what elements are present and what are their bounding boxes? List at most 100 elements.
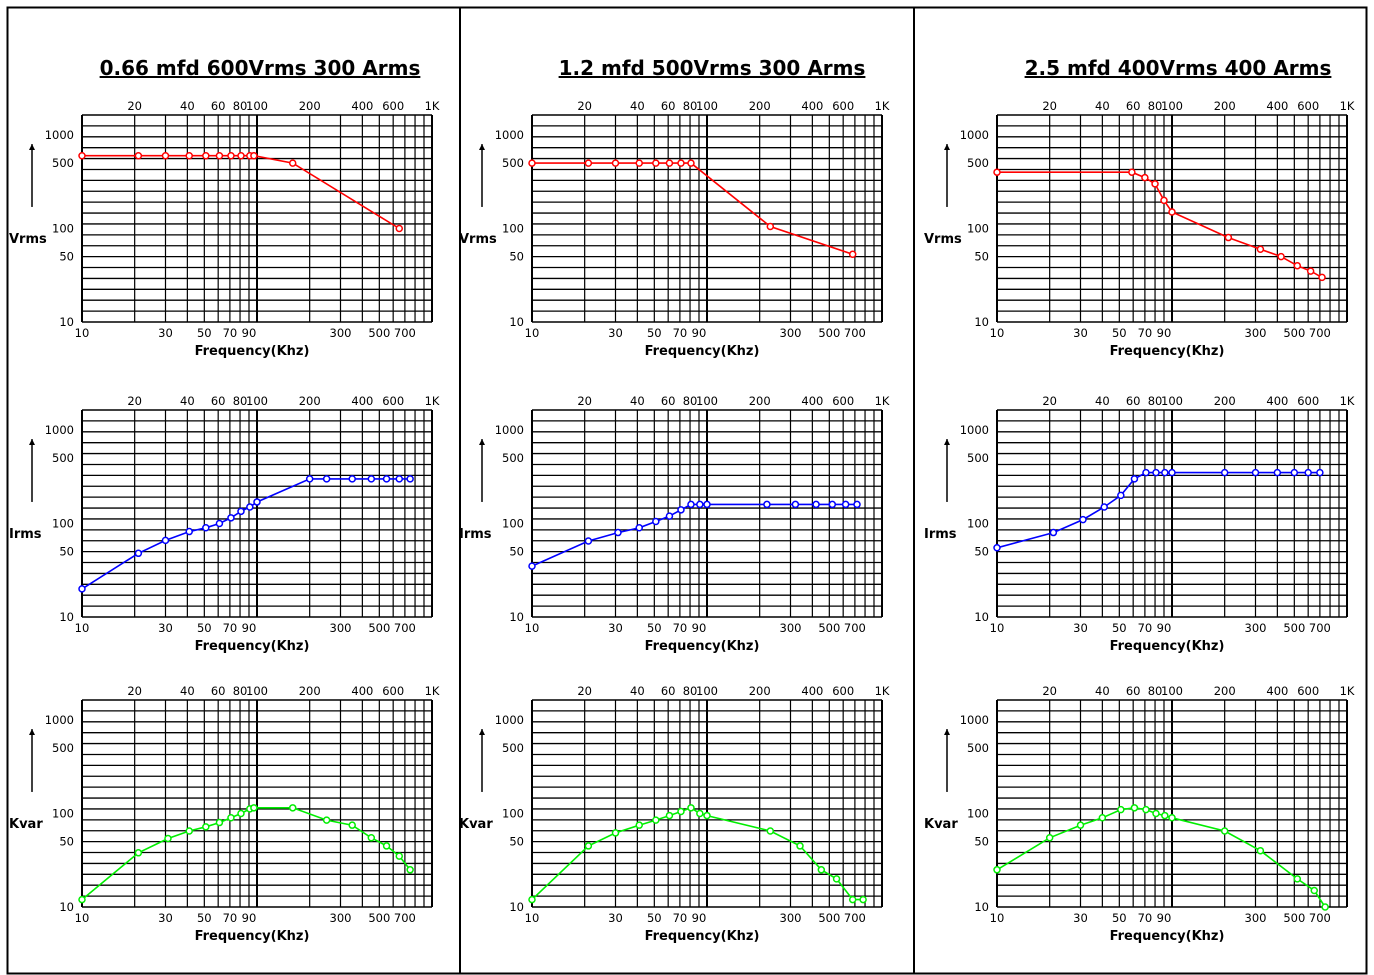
bottom-tick-label: 700 (844, 911, 866, 925)
bottom-tick-label: 50 (1112, 326, 1127, 340)
y-tick-label: 10 (974, 315, 989, 329)
top-tick-label: 600 (832, 394, 854, 408)
data-point (134, 151, 143, 160)
data-point (1079, 515, 1087, 524)
y-tick-label: 500 (502, 451, 524, 465)
data-point (250, 151, 258, 160)
x-axis-label: Frequency(Khz) (195, 929, 310, 944)
x-axis-label: Frequency(Khz) (1110, 639, 1225, 654)
bottom-tick-label: 30 (608, 621, 623, 635)
y-axis-arrowhead (479, 144, 485, 151)
data-point (305, 475, 314, 483)
y-tick-label: 10 (974, 610, 989, 624)
data-point (237, 507, 245, 516)
top-tick-label: 200 (299, 684, 321, 698)
data-point (1293, 261, 1302, 270)
top-tick-label: 1K (1340, 99, 1355, 113)
y-tick-label: 500 (967, 741, 989, 755)
data-point (1316, 468, 1324, 477)
y-tick-label: 50 (59, 250, 74, 264)
top-tick-label: 600 (382, 684, 404, 698)
top-tick-label: 80 (683, 684, 698, 698)
top-tick-label: 20 (1042, 684, 1057, 698)
bottom-tick-label: 30 (158, 326, 173, 340)
data-point (367, 475, 376, 483)
data-point (395, 224, 404, 233)
top-tick-label: 1K (1340, 684, 1355, 698)
bottom-tick-label: 30 (1073, 911, 1088, 925)
top-tick-label: 200 (749, 684, 771, 698)
data-point (382, 842, 391, 850)
y-tick-label: 100 (502, 222, 524, 236)
y-tick-label: 100 (502, 807, 524, 821)
bottom-tick-label: 700 (1309, 911, 1331, 925)
top-tick-label: 60 (211, 394, 226, 408)
data-point (1161, 468, 1169, 477)
y-tick-label: 100 (502, 517, 524, 531)
y-axis-arrowhead (944, 144, 950, 151)
y-axis-arrowhead (944, 439, 950, 446)
data-point (791, 500, 800, 509)
series-line (82, 154, 400, 230)
top-tick-label: 80 (233, 684, 248, 698)
bottom-tick-label: 10 (990, 621, 1005, 635)
data-point (250, 804, 258, 812)
data-point (202, 823, 210, 831)
top-tick-label: 200 (749, 394, 771, 408)
bottom-tick-label: 700 (1309, 621, 1331, 635)
bottom-tick-label: 300 (780, 911, 802, 925)
x-axis-label: Frequency(Khz) (645, 929, 760, 944)
data-point (1128, 168, 1136, 176)
top-tick-label: 100 (246, 684, 268, 698)
data-point (1117, 491, 1125, 500)
top-tick-label: 200 (1214, 684, 1236, 698)
y-tick-label: 50 (974, 835, 989, 849)
bottom-tick-label: 10 (990, 326, 1005, 340)
data-point (164, 834, 172, 843)
series-line (531, 806, 864, 901)
data-point (611, 829, 620, 837)
y-axis-label: Vrms (924, 232, 962, 247)
data-point (853, 500, 861, 509)
bottom-tick-label: 10 (990, 911, 1005, 925)
bottom-tick-label: 300 (330, 326, 352, 340)
bottom-tick-label: 10 (525, 326, 540, 340)
data-point (859, 895, 867, 904)
series-line (996, 806, 1326, 908)
data-point (1152, 809, 1160, 818)
data-point (796, 842, 804, 850)
top-tick-label: 80 (1148, 394, 1163, 408)
data-point (1168, 468, 1176, 477)
data-point (652, 517, 660, 526)
series-line (996, 471, 1320, 549)
bottom-tick-label: 90 (242, 326, 257, 340)
top-tick-label: 20 (127, 99, 142, 113)
top-tick-label: 1K (425, 394, 440, 408)
y-tick-label: 500 (502, 156, 524, 170)
y-tick-label: 50 (59, 545, 74, 559)
top-tick-label: 1K (875, 684, 890, 698)
data-point (227, 514, 235, 522)
top-tick-label: 600 (1297, 684, 1319, 698)
bottom-tick-label: 300 (1245, 326, 1267, 340)
bottom-tick-label: 90 (1157, 326, 1172, 340)
top-tick-label: 40 (630, 99, 645, 113)
y-tick-label: 1000 (960, 423, 989, 437)
top-tick-label: 40 (180, 99, 195, 113)
bottom-tick-label: 90 (242, 911, 257, 925)
data-point (817, 866, 826, 874)
top-tick-label: 600 (832, 99, 854, 113)
bottom-tick-label: 50 (647, 911, 662, 925)
series-line (531, 503, 857, 567)
data-point (348, 475, 356, 483)
data-point (665, 811, 674, 820)
data-point (246, 503, 254, 511)
bottom-tick-label: 70 (223, 621, 238, 635)
y-tick-label: 10 (59, 315, 74, 329)
top-tick-label: 1K (425, 99, 440, 113)
